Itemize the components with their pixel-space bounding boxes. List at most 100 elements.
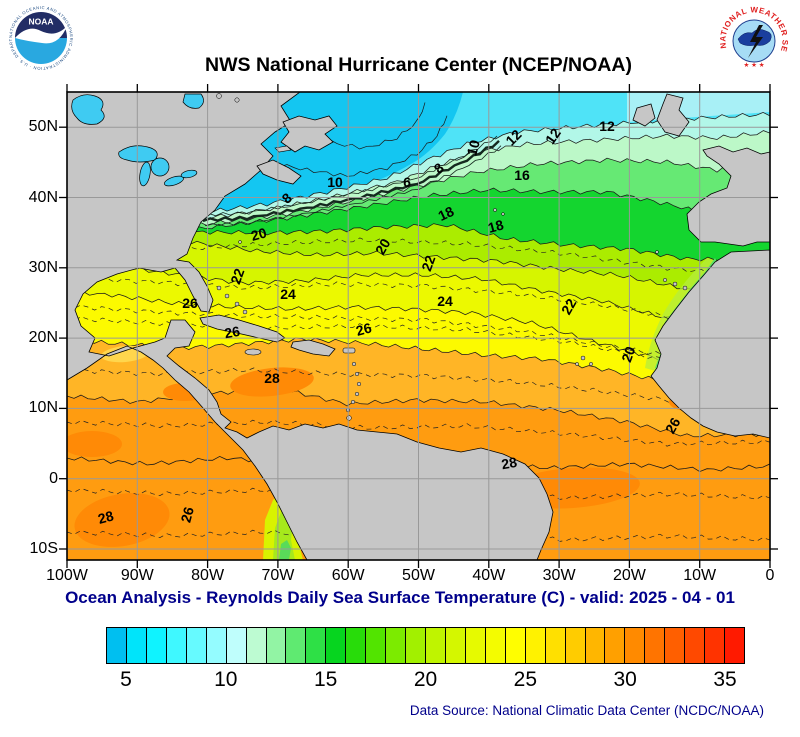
contour-label-6-2: 6 — [403, 174, 411, 190]
colorbar-cell-25 — [604, 628, 625, 663]
lake-ontario — [180, 169, 198, 179]
x-tick-label-60W: 60W — [331, 567, 365, 584]
pacific-28-patch — [74, 493, 170, 547]
colorbar-cell-9 — [285, 628, 306, 663]
colorbar-cell-1 — [125, 628, 146, 663]
contour-label-20-11: 20 — [249, 224, 268, 244]
gulf-stream-front-2 — [200, 135, 498, 217]
land-nova-scotia — [256, 159, 302, 185]
colorbar-cell-14 — [385, 628, 406, 663]
x-tick-label-90W: 90W — [120, 567, 154, 584]
colorbar-cell-21 — [524, 628, 545, 663]
map-caption: Ocean Analysis - Reynolds Daily Sea Surf… — [65, 588, 735, 607]
contour-label-26-17: 26 — [182, 295, 198, 311]
lake-hudson-bay — [71, 94, 105, 125]
contour-label-12-7: 12 — [599, 118, 615, 134]
colorbar-cell-30 — [704, 628, 725, 663]
contour-label-24-16: 24 — [437, 293, 453, 309]
lake-erie — [164, 175, 184, 187]
land-jamaica — [244, 348, 262, 356]
peru-upwelling-core — [279, 540, 291, 560]
colorbar-cell-6 — [225, 628, 246, 663]
colorbar-tick-label-20: 20 — [413, 668, 438, 691]
contour-label-26-18: 26 — [223, 323, 241, 341]
x-tick-label-10W: 10W — [683, 567, 717, 584]
colorbar-cell-12 — [345, 628, 366, 663]
y-tick-label-30N: 30N — [28, 258, 58, 276]
colorbar-cell-13 — [365, 628, 386, 663]
contour-label-28-23: 28 — [264, 370, 280, 386]
colorbar-cell-15 — [405, 628, 425, 663]
colorbar-cell-4 — [185, 628, 206, 663]
y-tick-label-0: 0 — [49, 469, 58, 487]
nws-lightning-icon — [748, 25, 763, 58]
noaa-seagull-icon — [15, 26, 67, 44]
x-tick-label-30W: 30W — [542, 567, 576, 584]
temperature-colorbar — [106, 627, 745, 664]
colorbar-cell-0 — [107, 628, 126, 663]
contour-label-22-14: 22 — [418, 253, 438, 273]
land-puerto-rico — [342, 347, 356, 354]
colorbar-tick-label-25: 25 — [513, 668, 538, 691]
y-tick-label-20N: 20N — [28, 329, 58, 347]
pacific-28-patch-2 — [67, 431, 122, 457]
cold-contour-0 — [267, 115, 448, 177]
lakes — [71, 93, 204, 187]
contour-label-18-10: 18 — [486, 216, 505, 236]
land-africa — [650, 249, 770, 439]
contour-label-26-19: 26 — [354, 319, 373, 339]
x-tick-label-100W: 100W — [46, 567, 88, 584]
colorbar-cell-20 — [504, 628, 525, 663]
colorbar-cell-26 — [624, 628, 645, 663]
colorbar-tick-label-5: 5 — [120, 668, 132, 691]
noaa-logo: NATIONAL OCEANIC AND ATMOSPHERIC ADMINIS… — [8, 5, 74, 71]
colorbar-cell-23 — [564, 628, 585, 663]
y-tick-label-10S: 10S — [29, 540, 58, 557]
x-tick-label-40W: 40W — [472, 567, 506, 584]
x-tick-label-0: 0 — [765, 567, 775, 584]
colorbar-cell-2 — [145, 628, 166, 663]
contour-label-24-15: 24 — [280, 286, 296, 302]
colorbar-cell-3 — [165, 628, 186, 663]
x-tick-label-50W: 50W — [402, 567, 435, 584]
contour-label-10-4: 10 — [463, 138, 483, 157]
colorbar-cell-17 — [444, 628, 465, 663]
noaa-acronym: NOAA — [28, 17, 53, 27]
y-tick-label-40N: 40N — [28, 188, 58, 206]
land-ireland — [632, 103, 656, 127]
contour-label-28-24: 28 — [500, 454, 518, 472]
y-tick-label-10N: 10N — [28, 399, 58, 417]
colorbar-cell-24 — [584, 628, 605, 663]
y-tick-label-50N: 50N — [28, 118, 58, 136]
contour-dashed-5 — [67, 419, 770, 447]
contour-line-8 — [67, 337, 770, 390]
colorbar-cell-29 — [684, 628, 705, 663]
contour-label-18-9: 18 — [435, 203, 456, 224]
x-tick-label-20W: 20W — [612, 567, 646, 584]
colorbar-cell-19 — [484, 628, 505, 663]
contour-label-10-1: 10 — [327, 174, 343, 190]
colorbar-cell-16 — [425, 628, 445, 663]
small-islands — [216, 93, 688, 421]
land-hispaniola — [290, 339, 336, 357]
contour-label-28-25: 28 — [96, 507, 115, 527]
axis-ticks — [59, 84, 778, 568]
noaa-sea — [15, 38, 67, 64]
land-britain — [656, 93, 690, 137]
colorbar-cell-8 — [265, 628, 286, 663]
colorbar-tick-label-15: 15 — [313, 668, 338, 691]
colorbar-tick-label-10: 10 — [214, 668, 238, 691]
colorbar-cell-11 — [325, 628, 346, 663]
colorbar-cell-18 — [464, 628, 485, 663]
contour-dashed-2 — [67, 304, 770, 362]
colorbar-cell-22 — [544, 628, 565, 663]
gulf-stream-front-0 — [202, 140, 500, 223]
colorbar-cell-5 — [205, 628, 226, 663]
colorbar-tick-label-30: 30 — [613, 668, 637, 691]
caribbean-28-patch — [230, 367, 314, 397]
land-masses — [67, 92, 770, 560]
nws-logo: NATIONAL WEATHER SERVICE ★ ★ ★ — [718, 3, 789, 73]
colorbar-cell-31 — [724, 628, 744, 663]
lake-james-bay — [182, 93, 204, 109]
